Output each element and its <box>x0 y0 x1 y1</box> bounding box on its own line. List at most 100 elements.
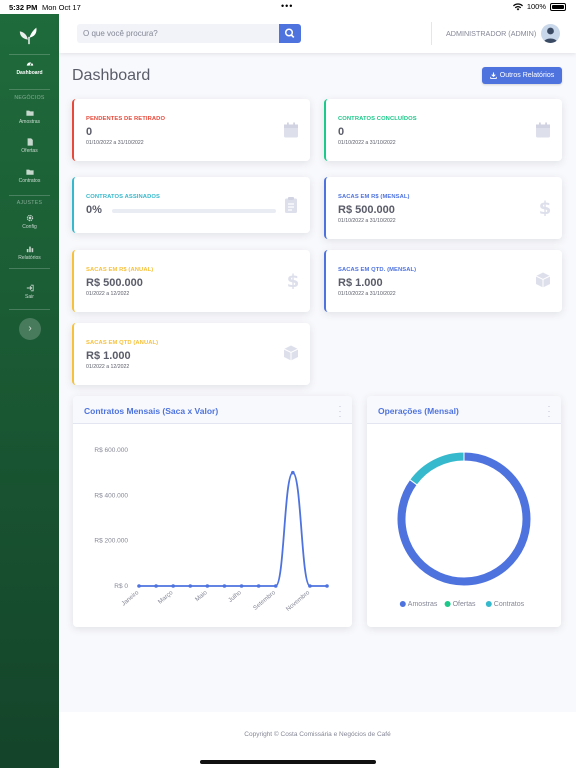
chart-card-header: Contratos Mensais (Saca x Valor) · · · <box>73 396 352 424</box>
status-time: 5:32 PM <box>9 3 38 12</box>
topbar-divider <box>431 22 432 45</box>
x-tick-label: Março <box>157 589 175 606</box>
card-sacks-qty-annual: SACAS EM QTD (ANUAL) R$ 1.000 01/2022 a … <box>72 323 310 385</box>
card-pending-pickup: PENDENTES DE RETIRADO 0 01/10/2022 a 31/… <box>72 99 310 161</box>
kebab-menu-icon[interactable]: · · · <box>338 401 342 421</box>
sidebar-item-contratos[interactable]: Contratos <box>0 168 59 184</box>
box-icon <box>535 272 551 288</box>
dollar-icon: $ <box>539 198 552 216</box>
box-icon <box>283 345 299 361</box>
dashboard-icon <box>26 62 33 66</box>
card-value: 0% <box>86 204 102 216</box>
y-tick-label: R$ 200.000 <box>94 538 128 545</box>
y-tick-label: R$ 400.000 <box>94 492 128 499</box>
data-point <box>154 584 158 588</box>
card-value: R$ 500.000 <box>338 204 395 216</box>
sidebar: Dashboard NEGÓCIOS Amostras Ofertas Cont… <box>0 14 59 768</box>
calendar-icon <box>536 122 550 138</box>
sidebar-item-relatorios[interactable]: Relatórios <box>0 245 59 261</box>
card-label: PENDENTES DE RETIRADO <box>86 116 166 122</box>
x-tick-label: Novembro <box>285 589 312 613</box>
card-sacks-qty-monthly: SACAS EM QTD. (MENSAL) R$ 1.000 01/10/20… <box>324 250 562 312</box>
x-tick-label: Maio <box>194 589 209 603</box>
sidebar-item-dashboard[interactable]: Dashboard <box>0 60 59 76</box>
sign-out-icon <box>26 284 34 292</box>
data-point <box>222 584 227 588</box>
home-indicator[interactable] <box>200 760 376 764</box>
download-icon <box>490 72 497 79</box>
sidebar-heading-negocios: NEGÓCIOS <box>14 95 45 101</box>
search-input[interactable] <box>77 24 279 43</box>
sidebar-item-label: Sair <box>25 294 34 300</box>
sidebar-item-sair[interactable]: Sair <box>0 284 59 300</box>
clipboard-icon <box>285 197 297 213</box>
wifi-icon <box>512 2 523 10</box>
data-point <box>291 470 295 475</box>
x-tick-label: Setembro <box>252 589 277 612</box>
svg-text:$: $ <box>287 271 300 289</box>
other-reports-button[interactable]: Outros Relatórios <box>482 67 562 84</box>
gear-icon <box>26 214 33 222</box>
monthly-contracts-chart-card: Contratos Mensais (Saca x Valor) · · · R$ … <box>73 396 352 627</box>
sidebar-divider <box>9 89 50 90</box>
card-period: 01/10/2022 a 31/10/2022 <box>86 140 144 146</box>
status-date: Mon Oct 17 <box>42 3 81 12</box>
chart-title: Contratos Mensais (Saca x Valor) <box>84 406 219 416</box>
card-label: CONTRATOS ASSINADOS <box>86 194 160 200</box>
card-label: SACAS EM QTD. (MENSAL) <box>338 267 417 273</box>
line-chart: R$ 0 R$ 200.000 R$ 400.000 R$ 600.000 Janeir… <box>94 447 329 613</box>
y-tick-label: R$ 600.000 <box>94 447 128 454</box>
other-reports-label: Outros Relatórios <box>499 72 555 79</box>
donut-slice <box>409 451 465 486</box>
status-bar: 5:32 PM Mon Oct 17 ••• 100% <box>0 0 576 14</box>
sidebar-divider <box>9 54 50 55</box>
multitask-dots-icon[interactable]: ••• <box>281 1 294 11</box>
kebab-menu-icon[interactable]: · · · <box>547 401 551 421</box>
calendar-icon <box>284 122 298 138</box>
card-period: 01/2022 a 12/2022 <box>86 291 130 297</box>
series-line <box>139 471 327 587</box>
battery-percent: 100% <box>526 2 546 11</box>
data-point <box>325 584 329 588</box>
data-point <box>308 584 312 588</box>
sidebar-divider <box>9 309 50 310</box>
x-tick-label: Julho <box>227 589 243 604</box>
sidebar-item-ofertas[interactable]: Ofertas <box>0 138 59 154</box>
card-sacks-brl-monthly: SACAS EM R$ (MENSAL) R$ 500.000 01/10/20… <box>324 177 562 239</box>
sidebar-heading-ajustes: AJUSTES <box>16 200 43 206</box>
card-sacks-brl-annual: SACAS EM R$ (ANUAL) R$ 500.000 01/2022 a… <box>72 250 310 312</box>
topbar: ADMINISTRADOR (ADMIN) <box>59 14 576 53</box>
legend-label: Amostras <box>408 601 438 608</box>
operations-chart-card: Operações (Mensal) · · · Amostras Ofertas Co… <box>367 396 561 627</box>
data-point <box>137 584 141 588</box>
data-point <box>239 584 244 588</box>
data-point <box>205 584 210 588</box>
card-period: 01/10/2022 a 31/10/2022 <box>338 291 396 297</box>
card-period: 01/10/2022 a 31/10/2022 <box>338 140 396 146</box>
data-point <box>273 584 278 588</box>
user-name[interactable]: ADMINISTRADOR (ADMIN) <box>446 29 537 38</box>
data-point <box>171 584 175 588</box>
data-point <box>188 584 193 588</box>
sidebar-divider <box>9 268 50 269</box>
sidebar-item-label: Amostras <box>18 119 41 125</box>
sidebar-toggle-button[interactable]: › <box>19 318 41 340</box>
sidebar-item-label: Config <box>22 224 37 230</box>
sidebar-item-label: Contratos <box>18 178 41 184</box>
leaf-logo-icon[interactable] <box>18 24 40 46</box>
file-icon <box>27 138 33 146</box>
sidebar-item-config[interactable]: Config <box>0 214 59 230</box>
avatar[interactable] <box>541 24 560 43</box>
card-label: CONTRATOS CONCLUÍDOS <box>338 116 417 122</box>
dollar-icon: $ <box>287 271 300 289</box>
legend-label: Ofertas <box>453 601 476 608</box>
search-icon <box>284 28 295 38</box>
status-right: 100% <box>512 2 566 11</box>
chart-bars-icon <box>26 246 33 253</box>
folder-icon <box>25 169 34 175</box>
sidebar-item-label: Dashboard <box>16 70 43 76</box>
sidebar-item-amostras[interactable]: Amostras <box>0 109 59 125</box>
card-contracts-signed: CONTRATOS ASSINADOS 0% <box>72 177 310 233</box>
search-button[interactable] <box>279 24 301 43</box>
card-value: R$ 1.000 <box>86 350 131 362</box>
